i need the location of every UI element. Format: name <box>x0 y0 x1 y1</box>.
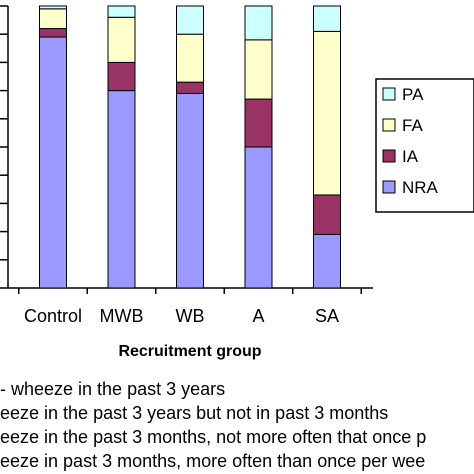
bar-fa-wb <box>176 33 204 83</box>
legend-swatch-ia <box>382 149 396 163</box>
bar-nra-mwb <box>107 90 136 289</box>
bar-fa-mwb <box>107 16 136 63</box>
bar-ia-wb <box>176 81 204 94</box>
legend-swatch-nra <box>382 180 396 194</box>
bar-pa-mwb <box>107 5 136 18</box>
footnote-line-4: eeze in past 3 months, more often than o… <box>0 451 426 471</box>
x-tick-labels: Control MWB WB A SA <box>24 306 339 326</box>
bar-pa-sa <box>313 5 341 32</box>
footnote-line-2: eeze in the past 3 years but not in past… <box>0 403 389 423</box>
bar-nra-sa <box>313 233 341 289</box>
bar-ia-control <box>39 28 67 38</box>
bar-pa-control <box>39 5 67 10</box>
legend-swatch-pa <box>382 87 396 101</box>
footnote-line-3: eeze in the past 3 months, not more ofte… <box>0 427 427 447</box>
bar-fa-a <box>244 39 273 100</box>
bar-ia-sa <box>313 194 341 235</box>
bar-fa-control <box>39 8 67 30</box>
bar-nra-a <box>244 146 273 289</box>
bar-ia-mwb <box>107 61 136 92</box>
bar-nra-wb <box>176 92 204 289</box>
x-tick-label-wb: WB <box>176 306 205 326</box>
x-tick-label-a: A <box>252 306 264 326</box>
bar-ia-a <box>244 98 273 148</box>
bar-pa-wb <box>176 5 204 35</box>
legend: PA FA IA NRA <box>382 85 439 197</box>
bar-fa-sa <box>313 30 341 196</box>
legend-label-ia: IA <box>402 147 419 166</box>
legend-label-fa: FA <box>402 116 423 135</box>
bar-nra-control <box>39 36 67 289</box>
legend-swatch-fa <box>382 118 396 132</box>
footnote-line-1: - wheeze in the past 3 years <box>0 379 226 399</box>
x-tick-label-mwb: MWB <box>100 306 144 326</box>
x-axis-title: Recruitment group <box>118 343 261 360</box>
x-tick-label-sa: SA <box>315 306 339 326</box>
legend-label-nra: NRA <box>402 178 439 197</box>
legend-label-pa: PA <box>402 85 424 104</box>
x-tick-label-control: Control <box>24 306 82 326</box>
bar-pa-a <box>244 5 273 41</box>
plot-area <box>0 5 373 294</box>
